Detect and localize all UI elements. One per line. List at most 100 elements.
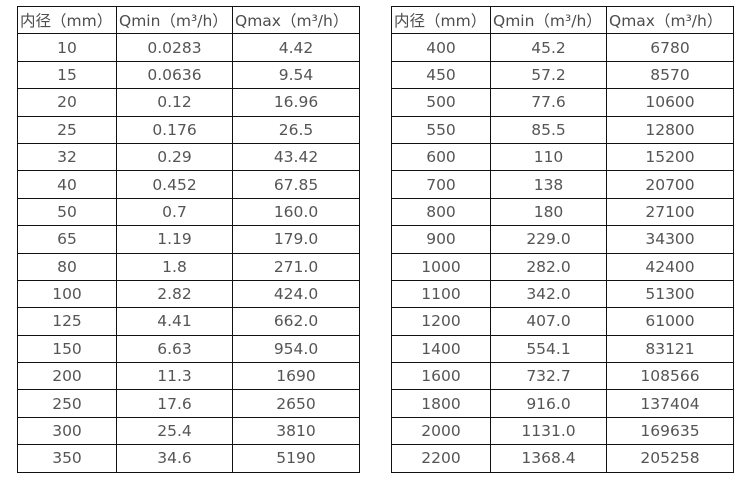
table-cell: 229.0 xyxy=(490,225,607,254)
table-cell: 61000 xyxy=(606,307,734,336)
table-cell: 100 xyxy=(17,279,117,309)
table-cell: 15200 xyxy=(606,142,734,172)
table-row: 50 0.7 160.0 xyxy=(17,197,360,227)
table-row: 1200 407.0 61000 xyxy=(391,307,734,336)
table-row: 20 0.12 16.96 xyxy=(17,88,360,117)
table-cell: 1800 xyxy=(391,389,491,418)
table-cell: 40 xyxy=(17,170,117,199)
table-cell: 12800 xyxy=(606,115,734,144)
flow-table-small-diameters: 内径（mm） Qmin（m³/h） Qmax（m³/h） 10 0.0283 4.4… xyxy=(17,5,360,473)
table-cell: 0.0283 xyxy=(116,33,233,62)
table-cell: 2200 xyxy=(391,444,491,473)
table-cell: 138 xyxy=(490,170,607,199)
table-cell: 6780 xyxy=(606,33,734,62)
table-cell: 450 xyxy=(391,60,491,90)
table-row: 250 17.6 2650 xyxy=(17,389,360,418)
table-row: 1400 554.1 83121 xyxy=(391,334,734,364)
table-cell: 2650 xyxy=(232,389,360,418)
table-row: 150 6.63 954.0 xyxy=(17,334,360,364)
table-cell: 20700 xyxy=(606,170,734,199)
flow-spec-tables-page: 内径（mm） Qmin（m³/h） Qmax（m³/h） 10 0.0283 4.4… xyxy=(17,5,734,473)
table-cell: 1600 xyxy=(391,362,491,391)
table-cell: 8570 xyxy=(606,60,734,90)
table-cell: 25 xyxy=(17,115,117,144)
flow-table-large-diameters: 内径（mm） Qmin（m³/h） Qmax（m³/h） 400 45.2 6780… xyxy=(391,5,734,473)
table-cell: 200 xyxy=(17,362,117,391)
table-cell: 350 xyxy=(17,444,117,473)
table-cell: 1000 xyxy=(391,252,491,281)
col-header-qmin: Qmin（m³/h） xyxy=(490,5,607,35)
table-cell: 57.2 xyxy=(490,60,607,90)
table-cell: 27100 xyxy=(606,197,734,227)
table-cell: 0.7 xyxy=(116,197,233,227)
table-cell: 700 xyxy=(391,170,491,199)
table-cell: 10 xyxy=(17,33,117,62)
table-cell: 3810 xyxy=(232,416,360,446)
table-cell: 67.85 xyxy=(232,170,360,199)
table-cell: 250 xyxy=(17,389,117,418)
table-cell: 1.8 xyxy=(116,252,233,281)
table-cell: 1368.4 xyxy=(490,444,607,473)
table-cell: 400 xyxy=(391,33,491,62)
table-cell: 42400 xyxy=(606,252,734,281)
table-cell: 800 xyxy=(391,197,491,227)
table-cell: 137404 xyxy=(606,389,734,418)
table-cell: 43.42 xyxy=(232,142,360,172)
table-cell: 32 xyxy=(17,142,117,172)
table-cell: 662.0 xyxy=(232,307,360,336)
table-cell: 342.0 xyxy=(490,279,607,309)
table-cell: 83121 xyxy=(606,334,734,364)
table-cell: 500 xyxy=(391,88,491,117)
table-row: 40 0.452 67.85 xyxy=(17,170,360,199)
col-header-diameter: 内径（mm） xyxy=(17,5,117,35)
table-cell: 424.0 xyxy=(232,279,360,309)
table-row: 350 34.6 5190 xyxy=(17,444,360,473)
table-cell: 5190 xyxy=(232,444,360,473)
table-cell: 554.1 xyxy=(490,334,607,364)
table-cell: 80 xyxy=(17,252,117,281)
table-row: 550 85.5 12800 xyxy=(391,115,734,144)
table-cell: 732.7 xyxy=(490,362,607,391)
table-cell: 2.82 xyxy=(116,279,233,309)
header-row: 内径（mm） Qmin（m³/h） Qmax（m³/h） xyxy=(391,5,734,35)
table-cell: 110 xyxy=(490,142,607,172)
table-body-small-diameters: 10 0.0283 4.42 15 0.0636 9.54 20 0.12 16.96 25 0.1… xyxy=(17,33,360,473)
table-cell: 1200 xyxy=(391,307,491,336)
table-row: 450 57.2 8570 xyxy=(391,60,734,90)
table-cell: 10600 xyxy=(606,88,734,117)
table-cell: 600 xyxy=(391,142,491,172)
table-row: 300 25.4 3810 xyxy=(17,416,360,446)
table-cell: 77.6 xyxy=(490,88,607,117)
table-row: 2000 1131.0 169635 xyxy=(391,416,734,446)
table-cell: 205258 xyxy=(606,444,734,473)
table-cell: 9.54 xyxy=(232,60,360,90)
table-cell: 34300 xyxy=(606,225,734,254)
table-cell: 1690 xyxy=(232,362,360,391)
table-row: 700 138 20700 xyxy=(391,170,734,199)
table-cell: 4.42 xyxy=(232,33,360,62)
table-row: 32 0.29 43.42 xyxy=(17,142,360,172)
table-cell: 150 xyxy=(17,334,117,364)
table-cell: 550 xyxy=(391,115,491,144)
table-cell: 15 xyxy=(17,60,117,90)
table-cell: 0.29 xyxy=(116,142,233,172)
table-cell: 407.0 xyxy=(490,307,607,336)
table-cell: 1400 xyxy=(391,334,491,364)
col-header-diameter: 内径（mm） xyxy=(391,5,491,35)
table-cell: 125 xyxy=(17,307,117,336)
table-cell: 300 xyxy=(17,416,117,446)
table-row: 65 1.19 179.0 xyxy=(17,225,360,254)
table-row: 125 4.41 662.0 xyxy=(17,307,360,336)
table-cell: 1.19 xyxy=(116,225,233,254)
table-cell: 20 xyxy=(17,88,117,117)
table-row: 1000 282.0 42400 xyxy=(391,252,734,281)
table-cell: 0.0636 xyxy=(116,60,233,90)
table-cell: 16.96 xyxy=(232,88,360,117)
table-cell: 179.0 xyxy=(232,225,360,254)
table-row: 500 77.6 10600 xyxy=(391,88,734,117)
table-row: 1600 732.7 108566 xyxy=(391,362,734,391)
table-cell: 51300 xyxy=(606,279,734,309)
table-cell: 108566 xyxy=(606,362,734,391)
table-row: 10 0.0283 4.42 xyxy=(17,33,360,62)
table-body-large-diameters: 400 45.2 6780 450 57.2 8570 500 77.6 10600 550 85.… xyxy=(391,33,734,473)
